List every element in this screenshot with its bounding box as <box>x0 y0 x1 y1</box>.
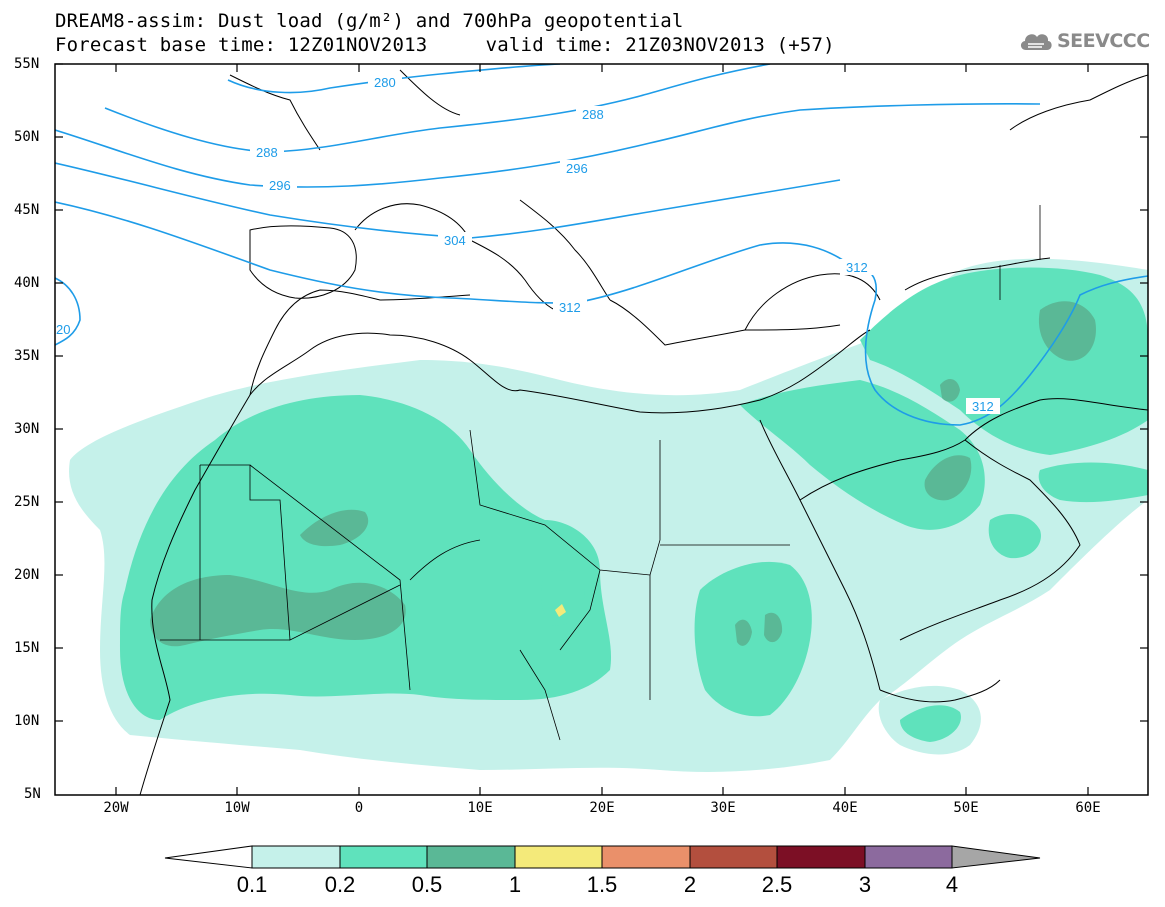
lon-label: 0 <box>354 800 364 816</box>
lat-label: 10N <box>14 713 40 729</box>
colorbar-swatch <box>689 845 778 869</box>
lon-label: 20E <box>589 800 615 816</box>
colorbar-swatch <box>514 845 603 869</box>
colorbar-swatch <box>339 845 428 869</box>
colorbar-swatch <box>776 845 866 869</box>
contour-label: 312 <box>846 260 868 275</box>
colorbar-above-triangle <box>951 845 1041 869</box>
forecast-times: Forecast base time: 12Z01NOV2013 valid t… <box>55 34 835 56</box>
dust-field-peak <box>555 604 566 617</box>
axis-ticks <box>55 63 1148 795</box>
contour-label: 304 <box>444 233 466 248</box>
contour-label: 280 <box>374 75 396 90</box>
colorbar-label: 3 <box>858 872 872 897</box>
colorbar-label: 0.1 <box>236 872 268 897</box>
contour-label: 312 <box>972 399 994 414</box>
seevccc-logo: SEEVCCC <box>1018 26 1150 56</box>
coastlines <box>139 69 1148 795</box>
lat-label: 55N <box>14 56 40 72</box>
map-title: DREAM8-assim: Dust load (g/m²) and 700hP… <box>55 10 684 32</box>
contour-label: 296 <box>269 178 291 193</box>
lat-label: 40N <box>14 275 40 291</box>
lon-label: 60E <box>1075 800 1101 816</box>
lon-label: 40E <box>832 800 858 816</box>
lat-label: 25N <box>14 494 40 510</box>
colorbar-label: 0.2 <box>324 872 356 897</box>
dust-field-medium <box>120 267 1148 742</box>
colorbar-label: 0.5 <box>411 872 443 897</box>
colorbar-swatch <box>251 845 341 869</box>
contour-label: 312 <box>559 300 581 315</box>
cloud-icon <box>1020 34 1052 50</box>
colorbar-below-triangle <box>164 845 253 869</box>
contour-label: 288 <box>582 107 604 122</box>
contour-label: 296 <box>566 161 588 176</box>
colorbar-label: 2.5 <box>761 872 793 897</box>
lon-label: 50E <box>953 800 979 816</box>
lon-label: 10W <box>224 800 250 816</box>
lat-label: 45N <box>14 202 40 218</box>
colorbar-swatch <box>601 845 691 869</box>
colorbar-label: 2 <box>683 872 697 897</box>
colorbar-swatch <box>426 845 516 869</box>
colorbar-swatch <box>864 845 953 869</box>
lat-label: 5N <box>24 786 41 802</box>
lat-label: 35N <box>14 348 40 364</box>
colorbar-label: 1.5 <box>586 872 618 897</box>
colorbar-label: 1 <box>508 872 522 897</box>
colorbar-label: 4 <box>945 872 959 897</box>
lat-label: 30N <box>14 421 40 437</box>
contour-label: 20 <box>56 322 70 337</box>
lat-label: 20N <box>14 567 40 583</box>
contour-label: 288 <box>256 145 278 160</box>
colorbar <box>164 845 1041 869</box>
lat-label: 15N <box>14 640 40 656</box>
logo-text: SEEVCCC <box>1057 30 1150 52</box>
country-borders <box>160 205 1041 741</box>
lon-label: 20W <box>103 800 129 816</box>
lat-label: 50N <box>14 129 40 145</box>
dust-field-dense <box>150 301 1096 647</box>
lon-label: 30E <box>710 800 736 816</box>
lon-label: 10E <box>467 800 493 816</box>
